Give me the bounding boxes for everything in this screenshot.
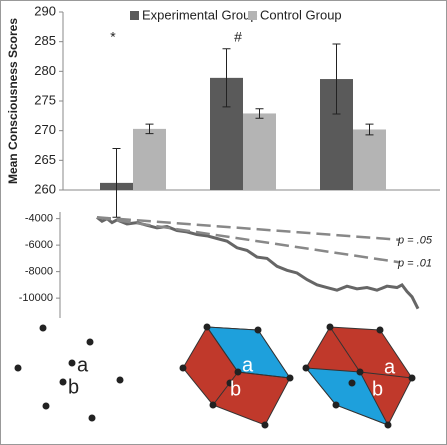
bar — [353, 129, 386, 190]
label-a: a — [384, 356, 396, 378]
dots-figure: a b — [14, 324, 124, 422]
label-a: a — [242, 354, 254, 376]
cube-1: a b — [179, 323, 294, 429]
line-label: p = .05 — [397, 235, 433, 247]
y-tick-label: -8000 — [25, 266, 53, 278]
line-series — [96, 216, 420, 310]
dot — [68, 359, 76, 367]
legend-swatch — [248, 11, 257, 20]
dot — [39, 324, 47, 332]
error-bar — [222, 48, 231, 108]
dot — [86, 338, 94, 346]
dot — [116, 376, 124, 384]
line-series — [96, 216, 401, 264]
label-b: b — [230, 378, 241, 400]
line-label: p = .01 — [397, 257, 432, 269]
y-tick-label: 280 — [34, 63, 56, 78]
y-tick-label: -6000 — [25, 239, 53, 251]
cube-2: a b — [302, 323, 416, 429]
y-tick-label: 260 — [34, 181, 56, 196]
legend-swatch — [130, 11, 139, 20]
label-b: b — [372, 378, 383, 400]
y-axis-label: Mean Consciousness Scores — [6, 18, 20, 184]
error-bar — [112, 147, 121, 218]
error-bar — [255, 108, 264, 119]
y-tick-label: -4000 — [25, 213, 53, 225]
legend-label: Experimental Group — [142, 7, 258, 22]
dot — [88, 414, 96, 422]
bar — [133, 128, 166, 190]
annotation: # — [234, 29, 242, 45]
legend-label: Control Group — [260, 7, 342, 22]
y-tick-label: 270 — [34, 122, 56, 137]
error-bar — [365, 123, 374, 136]
cube-edge — [212, 371, 239, 406]
error-bar — [332, 43, 341, 115]
dot — [14, 364, 22, 372]
y-tick-label: 290 — [34, 3, 56, 18]
line-series — [96, 216, 401, 242]
error-bar — [145, 123, 154, 135]
annotation: * — [110, 29, 116, 45]
y-tick-label: 265 — [34, 152, 56, 167]
dot — [42, 402, 50, 410]
y-tick-label: -10000 — [19, 292, 53, 304]
label-b: b — [68, 376, 79, 398]
y-tick-label: 275 — [34, 92, 56, 107]
bar — [243, 113, 276, 190]
label-a: a — [77, 354, 89, 376]
dot — [59, 378, 67, 386]
y-tick-label: 285 — [34, 33, 56, 48]
